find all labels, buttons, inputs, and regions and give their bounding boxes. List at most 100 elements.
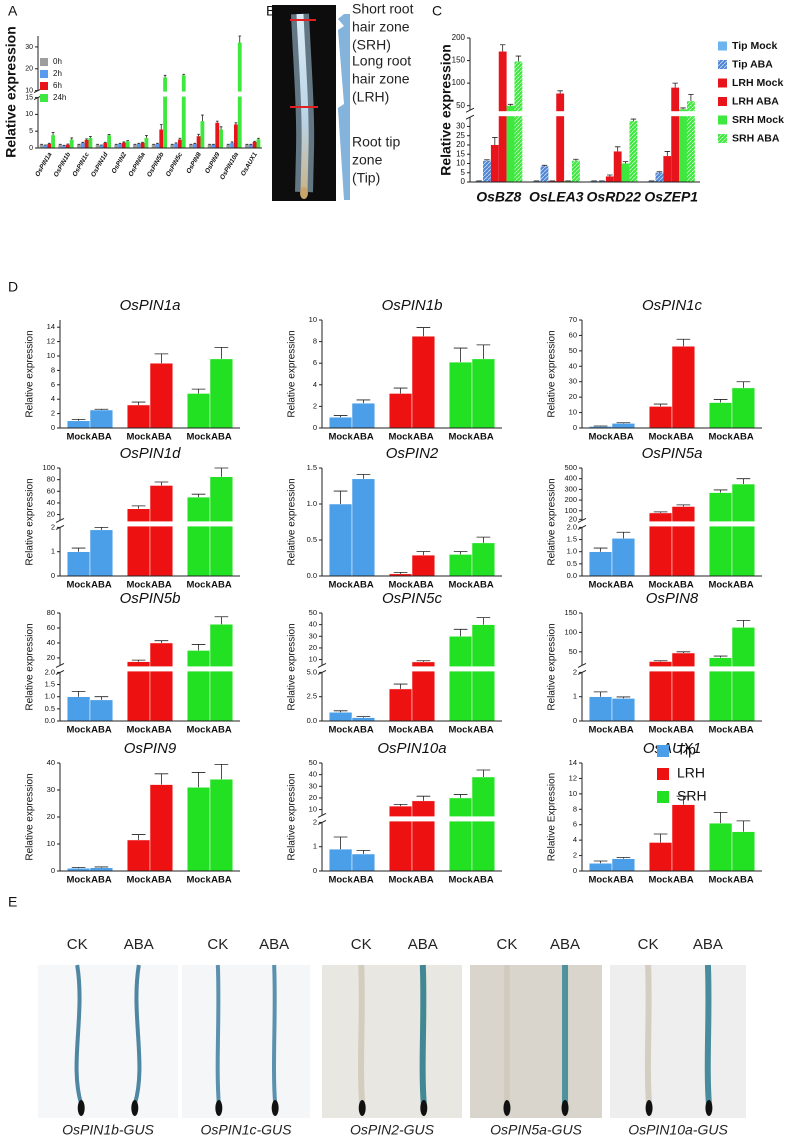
bar xyxy=(125,141,130,148)
root-tip xyxy=(271,1100,279,1116)
x-tick-label: Mock xyxy=(186,580,211,591)
bar xyxy=(51,135,55,148)
y-tick-label: 0.0 xyxy=(307,716,317,725)
bar xyxy=(731,483,756,577)
bar xyxy=(226,144,231,148)
error-bar xyxy=(71,418,86,421)
error-bar xyxy=(614,146,621,152)
y-tick-label: 12 xyxy=(47,337,55,346)
legend-swatch xyxy=(718,134,727,143)
bar xyxy=(103,142,108,148)
legend-swatch xyxy=(657,768,669,780)
error-bar xyxy=(713,811,728,824)
bar xyxy=(490,144,499,182)
legend-swatch xyxy=(718,115,727,125)
x-tick-label: OsPIN1d xyxy=(90,150,110,178)
x-tick-label: Mock xyxy=(708,432,733,443)
error-bar xyxy=(333,710,348,713)
y-axis-label: Relative expression xyxy=(287,330,298,417)
error-bar xyxy=(197,133,200,137)
bar xyxy=(588,696,613,722)
error-bar xyxy=(178,137,182,140)
error-bar xyxy=(214,467,229,477)
error-bar xyxy=(616,531,631,539)
x-tick-label: ABA xyxy=(91,875,112,886)
x-tick-label: Mock xyxy=(328,580,353,591)
bar xyxy=(611,538,636,577)
bar xyxy=(200,121,205,148)
condition-label: ABA xyxy=(124,936,154,953)
y-tick-label: 10 xyxy=(25,87,33,94)
x-tick-label: ABA xyxy=(211,580,232,591)
y-tick-label: 1.0 xyxy=(567,547,577,556)
y-axis-label: Relative expression xyxy=(547,478,558,565)
bar xyxy=(80,142,85,148)
error-bar xyxy=(416,795,431,801)
bar xyxy=(149,642,174,722)
x-tick-label: OsPIN1c xyxy=(71,151,91,178)
x-tick-label: Mock xyxy=(708,725,733,736)
y-tick-label: 200 xyxy=(564,495,577,504)
root xyxy=(419,964,427,1105)
gus-caption: OsPIN5a-GUS xyxy=(490,1122,582,1138)
error-bar xyxy=(122,141,126,143)
error-bar xyxy=(672,82,678,88)
error-bar xyxy=(736,820,751,832)
error-bar xyxy=(541,164,548,167)
x-tick-label: Mock xyxy=(66,875,91,886)
y-axis-label: Relative expression xyxy=(25,330,36,417)
condition-label: CK xyxy=(207,936,228,953)
x-tick-label: ABA xyxy=(673,875,694,886)
x-tick-label: ABA xyxy=(613,725,634,736)
error-bar xyxy=(676,504,691,507)
y-axis-label: Relative expression xyxy=(25,478,36,565)
error-bar xyxy=(593,860,608,864)
bar xyxy=(448,361,473,429)
condition-label: ABA xyxy=(550,936,580,953)
error-bar xyxy=(393,803,408,807)
bar xyxy=(498,51,507,182)
condition-label: CK xyxy=(67,936,88,953)
y-tick-label: 1.5 xyxy=(45,680,55,689)
x-tick-label: ABA xyxy=(211,725,232,736)
x-tick-label: ABA xyxy=(733,432,754,443)
y-tick-label: 80 xyxy=(47,475,55,484)
x-tick-label: Mock xyxy=(66,580,91,591)
bar xyxy=(122,142,126,148)
gus-photo xyxy=(38,965,178,1118)
bar xyxy=(181,75,186,148)
error-bar xyxy=(333,836,348,850)
y-tick-label: 0 xyxy=(313,866,317,875)
legend-swatch xyxy=(657,791,669,803)
x-tick-label: Mock xyxy=(588,725,613,736)
y-tick-label: 6 xyxy=(51,380,55,389)
zone-label: (SRH) xyxy=(352,37,391,53)
y-tick-label: 0 xyxy=(51,571,55,580)
bar xyxy=(388,805,413,872)
error-bar xyxy=(71,867,86,869)
error-bar xyxy=(492,137,498,145)
y-tick-label: 10 xyxy=(456,159,465,168)
y-tick-label: 2 xyxy=(313,817,317,826)
bar xyxy=(648,406,673,429)
root xyxy=(215,964,221,1105)
bar xyxy=(174,143,178,148)
error-bar xyxy=(653,403,668,407)
axis-break xyxy=(582,666,763,672)
x-tick-label: ABA xyxy=(613,580,634,591)
chart-title: OsPIN5b xyxy=(120,590,181,607)
error-bar xyxy=(736,381,751,388)
bar xyxy=(155,143,160,148)
error-bar xyxy=(630,118,637,121)
bar xyxy=(540,166,549,182)
bar xyxy=(514,61,523,183)
x-tick-label: ABA xyxy=(473,725,494,736)
x-tick-label: Mock xyxy=(66,725,91,736)
error-bar xyxy=(94,408,109,410)
y-tick-label: 2 xyxy=(51,522,55,531)
x-tick-label: Mock xyxy=(588,432,613,443)
bar xyxy=(186,496,211,577)
error-bar xyxy=(736,478,751,485)
error-bar xyxy=(159,124,163,130)
axis-break xyxy=(470,111,701,117)
